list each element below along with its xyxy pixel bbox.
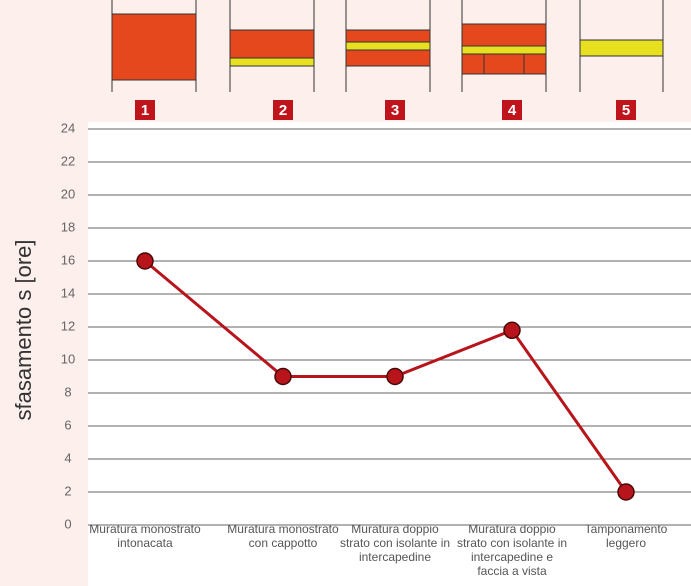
y-tick-label: 18 (61, 219, 75, 234)
badge-number: 1 (141, 102, 149, 119)
y-tick-label: 20 (61, 186, 75, 201)
wall-illustrations (111, 0, 664, 92)
plot-area (88, 122, 691, 586)
badge (135, 100, 155, 120)
x-tick-label: Muratura monostrato intonacata (89, 522, 201, 550)
x-tick-label: Muratura monostrato con cappotto (227, 522, 339, 550)
marker (136, 252, 154, 270)
badge (616, 100, 636, 120)
y-axis-label: sfasamento s [ore] (11, 240, 36, 421)
y-tick-label: 8 (64, 384, 71, 399)
badge (385, 100, 405, 120)
marker (617, 483, 635, 501)
badge-number: 4 (508, 102, 517, 119)
marker (386, 367, 404, 386)
badge-number: 2 (279, 102, 287, 119)
y-tick-label: 10 (61, 351, 75, 366)
y-tick-label: 4 (64, 450, 71, 465)
y-tick-label: 16 (61, 252, 75, 267)
badge (502, 100, 522, 120)
badge-number: 3 (391, 102, 399, 119)
badge (273, 100, 293, 120)
marker (503, 321, 521, 340)
x-tick-label: Tamponamento leggero (584, 522, 668, 550)
y-tick-label: 12 (61, 318, 75, 333)
x-tick-label: Muratura doppio strato con isolante in i… (339, 522, 451, 564)
x-tick-label: Muratura doppio strato con isolante in i… (456, 522, 568, 578)
y-tick-label: 24 (61, 120, 75, 135)
badge-number: 5 (622, 102, 630, 119)
y-tick-label: 14 (61, 285, 75, 300)
y-tick-label: 2 (64, 483, 71, 498)
y-tick-label: 0 (64, 516, 71, 531)
y-tick-label: 22 (61, 153, 75, 168)
y-tick-label: 6 (64, 417, 71, 432)
marker (274, 367, 292, 386)
